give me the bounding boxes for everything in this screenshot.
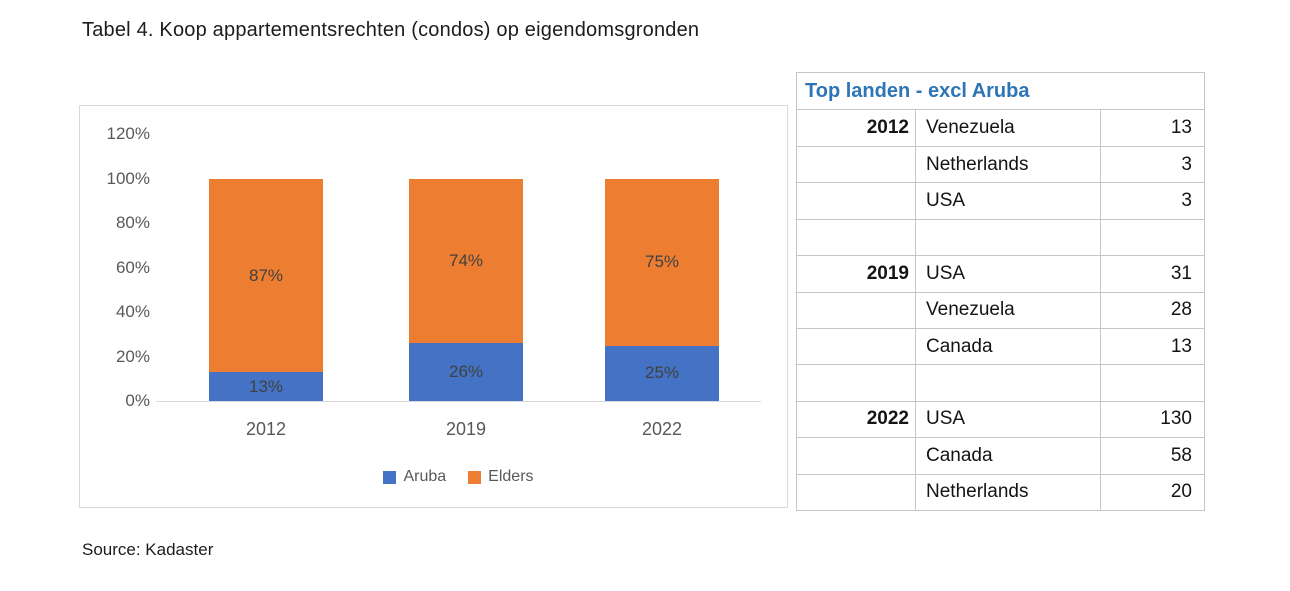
legend-item-aruba: Aruba bbox=[383, 468, 446, 486]
table-row: USA 3 bbox=[797, 182, 1204, 219]
country-cell: Canada bbox=[915, 438, 1101, 474]
table-title: Top landen - excl Aruba bbox=[805, 79, 1030, 102]
legend-item-elders: Elders bbox=[468, 468, 534, 486]
value-cell: 3 bbox=[1181, 153, 1192, 175]
bar-segment-elders-2022: 75% bbox=[605, 179, 719, 346]
bar-segment-elders-2019: 74% bbox=[409, 179, 523, 344]
bar-segment-aruba-2012: 13% bbox=[209, 372, 323, 401]
y-tick-label: 120% bbox=[106, 124, 150, 143]
y-tick-label: 0% bbox=[125, 391, 150, 410]
table-row: Venezuela 28 bbox=[797, 291, 1204, 328]
data-label: 74% bbox=[448, 251, 484, 271]
year-cell bbox=[797, 475, 915, 510]
country-cell: USA bbox=[915, 183, 1101, 219]
table-row bbox=[797, 218, 1204, 256]
source-note: Source: Kadaster bbox=[82, 540, 214, 559]
bar-2012: 13% 87% bbox=[209, 179, 323, 401]
legend-swatch-icon bbox=[468, 470, 482, 484]
year-cell: 2022 bbox=[866, 408, 909, 430]
country-cell bbox=[915, 365, 1101, 401]
country-cell: USA bbox=[915, 256, 1101, 292]
table-row: Netherlands 20 bbox=[797, 473, 1204, 510]
country-cell: USA bbox=[915, 401, 1101, 438]
y-tick-label: 60% bbox=[115, 257, 150, 277]
year-cell bbox=[797, 329, 915, 364]
value-cell: 3 bbox=[1181, 189, 1192, 211]
country-cell: Venezuela bbox=[915, 292, 1101, 328]
bar-2019: 26% 74% bbox=[409, 179, 523, 401]
y-tick-label: 20% bbox=[115, 346, 150, 366]
table-row: Netherlands 3 bbox=[797, 145, 1204, 183]
table-row: Canada 58 bbox=[797, 437, 1204, 474]
country-cell: Canada bbox=[915, 328, 1101, 365]
value-cell: 31 bbox=[1170, 262, 1192, 284]
data-label: 75% bbox=[644, 252, 680, 272]
year-cell bbox=[797, 365, 915, 400]
stacked-bar-chart-panel: 120% 100% 80% 60% 40% 20% 0% 13% 87% 26% 74% 25% 75… bbox=[79, 105, 788, 508]
table-row: 2012 Venezuela 13 bbox=[797, 109, 1204, 146]
chart-legend: Aruba Elders bbox=[156, 468, 761, 486]
bar-segment-aruba-2019: 26% bbox=[409, 343, 523, 401]
value-cell: 13 bbox=[1170, 117, 1192, 139]
data-label: 25% bbox=[644, 363, 680, 383]
x-tick-label: 2012 bbox=[245, 419, 287, 439]
table-row bbox=[797, 364, 1204, 401]
x-axis-line bbox=[156, 401, 761, 402]
value-cell bbox=[1101, 220, 1204, 255]
bar-segment-elders-2012: 87% bbox=[209, 179, 323, 373]
country-cell bbox=[915, 219, 1101, 256]
year-cell: 2019 bbox=[866, 262, 909, 284]
top-landen-table: Top landen - excl Aruba 2012 Venezuela 13 N… bbox=[796, 72, 1205, 511]
value-cell: 130 bbox=[1160, 408, 1192, 430]
year-cell: 2012 bbox=[866, 117, 909, 139]
x-tick-label: 2019 bbox=[445, 419, 487, 439]
year-cell bbox=[797, 220, 915, 255]
table-row: 2019 USA 31 bbox=[797, 255, 1204, 292]
year-cell bbox=[797, 293, 915, 328]
legend-label: Aruba bbox=[403, 468, 447, 485]
value-cell: 58 bbox=[1170, 444, 1192, 466]
data-label: 26% bbox=[448, 362, 484, 382]
page-title: Tabel 4. Koop appartementsrechten (condo… bbox=[82, 19, 700, 41]
x-tick-label: 2022 bbox=[641, 419, 683, 439]
bar-2022: 25% 75% bbox=[605, 179, 719, 401]
year-cell bbox=[797, 147, 915, 182]
legend-swatch-icon bbox=[383, 470, 397, 484]
y-tick-label: 80% bbox=[115, 213, 150, 232]
country-cell: Venezuela bbox=[915, 110, 1101, 146]
y-tick-label: 100% bbox=[106, 168, 150, 188]
bar-segment-aruba-2022: 25% bbox=[605, 345, 719, 401]
value-cell bbox=[1101, 365, 1204, 400]
value-cell: 28 bbox=[1170, 299, 1192, 321]
y-tick-label: 40% bbox=[115, 302, 150, 321]
country-cell: Netherlands bbox=[915, 474, 1101, 510]
data-label: 13% bbox=[248, 376, 284, 396]
legend-label: Elders bbox=[488, 468, 534, 485]
country-cell: Netherlands bbox=[915, 146, 1101, 183]
value-cell: 13 bbox=[1170, 335, 1192, 357]
year-cell bbox=[797, 438, 915, 473]
data-label: 87% bbox=[248, 265, 284, 285]
table-row: Canada 13 bbox=[797, 327, 1204, 365]
year-cell bbox=[797, 183, 915, 218]
value-cell: 20 bbox=[1170, 481, 1192, 503]
table-row: 2022 USA 130 bbox=[797, 400, 1204, 438]
